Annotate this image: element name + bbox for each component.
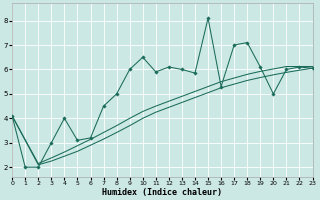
X-axis label: Humidex (Indice chaleur): Humidex (Indice chaleur) — [102, 188, 222, 197]
